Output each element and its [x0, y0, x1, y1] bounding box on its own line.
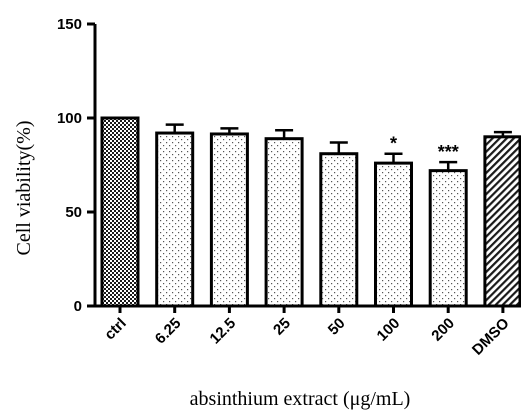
y-tick-label: 50	[65, 204, 82, 221]
bar-200	[428, 169, 468, 308]
x-tick-label: ctrl	[101, 315, 130, 344]
x-tick-label: 6.25	[152, 315, 185, 348]
y-axis: 0 50 100 150	[57, 16, 97, 315]
bar-100	[374, 161, 413, 308]
x-axis-title: absinthium extract (μg/mL)	[190, 388, 411, 410]
x-axis: ctrl 6.25 12.5 25 50 100 200 DMSO	[95, 304, 521, 359]
bar-6.25	[155, 131, 195, 308]
bar-50	[319, 152, 359, 308]
y-tick-label: 0	[74, 298, 82, 315]
x-tick-label: 12.5	[207, 315, 240, 348]
x-tick-label: 25	[270, 315, 294, 339]
significance-label: ***	[438, 142, 459, 162]
y-axis-title: Cell viability(%)	[13, 121, 35, 256]
x-tick-label: 50	[325, 315, 349, 339]
bar-ctrl	[100, 116, 140, 308]
x-tick-label: 100	[374, 315, 404, 345]
bar-DMSO	[483, 135, 521, 308]
x-tick-label: DMSO	[469, 315, 513, 359]
y-tick-label: 150	[57, 16, 82, 33]
bar-12.5	[209, 132, 249, 308]
significance-label: *	[390, 134, 397, 154]
bar-25	[264, 137, 304, 308]
bars: * ***	[100, 116, 521, 308]
x-tick-label: 200	[428, 315, 458, 345]
y-tick-label: 100	[57, 110, 82, 127]
